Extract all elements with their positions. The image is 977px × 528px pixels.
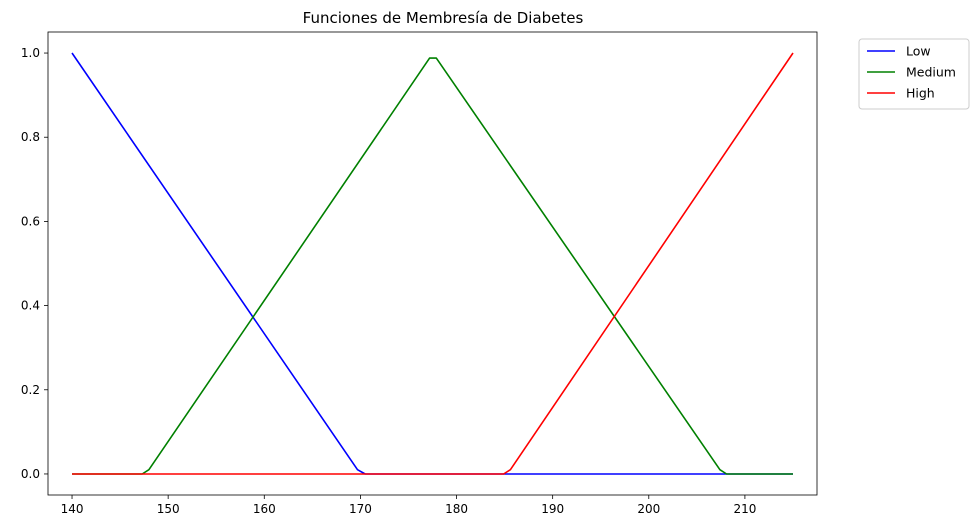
legend-box [858, 38, 970, 110]
plot-area [47, 31, 818, 496]
x-tick-label: 150 [157, 502, 180, 516]
axes-frame [47, 31, 818, 496]
legend-label-medium: Medium [906, 65, 956, 80]
series-lines [71, 52, 794, 475]
x-tick-label: 210 [733, 502, 756, 516]
x-tick-label: 160 [253, 502, 276, 516]
x-tick-label: 170 [349, 502, 372, 516]
legend-label-high: High [906, 86, 935, 101]
y-tick-label: 0.4 [21, 299, 40, 313]
legend-label-low: Low [906, 44, 931, 59]
series-line-low [71, 52, 793, 475]
y-tick-label: 0.6 [21, 214, 40, 228]
series-line-high [72, 52, 794, 475]
x-tick-label: 140 [61, 502, 84, 516]
x-tick-label: 190 [541, 502, 564, 516]
x-tick-label: 200 [637, 502, 660, 516]
y-tick-label: 0.0 [21, 467, 40, 481]
x-tick-label: 180 [445, 502, 468, 516]
y-tick-label: 1.0 [21, 46, 40, 60]
legend: Low Medium High [858, 38, 970, 110]
y-tick-label: 0.2 [21, 383, 40, 397]
y-axis: 0.0 0.2 0.4 0.6 0.8 1.0 [21, 46, 48, 481]
x-axis: 140 150 160 170 180 190 200 210 [61, 495, 756, 516]
chart-title: Funciones de Membresía de Diabetes [303, 9, 584, 27]
y-tick-label: 0.8 [21, 130, 40, 144]
series-line-medium [72, 57, 793, 475]
